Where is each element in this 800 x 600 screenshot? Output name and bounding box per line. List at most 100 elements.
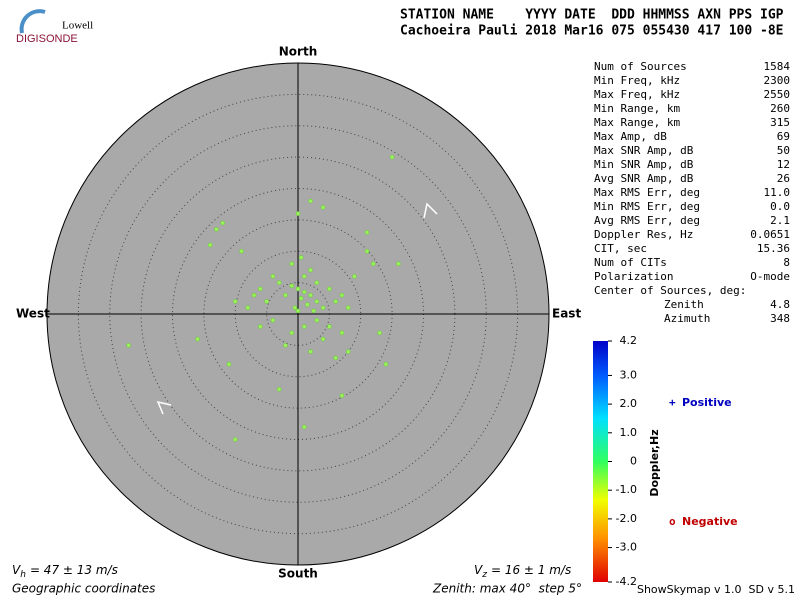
stat-value: 2300 [764, 74, 791, 87]
source-point [333, 299, 338, 304]
colorbar-tick-label: -4.2 [616, 575, 637, 588]
vh-symbol: V [12, 563, 21, 577]
stat-label: Max Range, km [594, 116, 680, 129]
source-point [311, 308, 316, 314]
stat-value: 315 [770, 116, 790, 129]
source-point [226, 361, 232, 367]
source-point [283, 292, 288, 298]
source-point [364, 230, 370, 235]
source-point [264, 299, 269, 304]
center-title: Center of Sources, deg: [594, 284, 746, 297]
source-point [305, 302, 310, 307]
colorbar-tick-label: 3.0 [620, 368, 638, 381]
colorbar-tick-label: -1.0 [616, 483, 637, 496]
colorbar-tick-label: 4.2 [620, 334, 638, 347]
source-point [301, 289, 307, 295]
colorbar-tick-label: -3.0 [616, 541, 637, 554]
stat-value: 8 [783, 256, 790, 269]
marker [156, 400, 172, 415]
stat-label: Max Freq, kHz [594, 88, 680, 101]
source-point [295, 211, 301, 216]
source-point [289, 283, 295, 289]
source-point [327, 286, 332, 292]
source-point [195, 336, 200, 342]
source-point [314, 299, 320, 304]
source-point [314, 280, 320, 285]
source-point [270, 317, 276, 323]
north-label: North [279, 45, 317, 59]
vz-text: = 16 ± 1 m/s [491, 563, 571, 577]
source-point [301, 424, 307, 430]
source-point [214, 226, 219, 232]
stat-label: Num of Sources [594, 60, 687, 73]
source-point [289, 330, 295, 336]
zenith-info: Zenith: max 40° step 5° [432, 582, 582, 596]
stat-value: 11.0 [764, 186, 791, 199]
stat-value: 26 [777, 172, 790, 185]
source-point [333, 355, 338, 361]
stat-label: Min Range, km [594, 102, 680, 115]
source-point [245, 305, 251, 311]
stat-label: Avg RMS Err, deg [594, 214, 700, 227]
source-point [298, 296, 304, 301]
vz: Vz = 16 ± 1 m/s [474, 563, 571, 580]
stat-value: 69 [777, 130, 790, 143]
west-label: West [16, 307, 50, 321]
source-point [389, 154, 395, 160]
source-point [308, 349, 313, 354]
center-label: Azimuth [664, 312, 710, 325]
source-point [301, 324, 307, 329]
source-point [270, 274, 276, 279]
source-point [283, 343, 288, 348]
stat-value: 15.36 [757, 242, 790, 255]
stat-label: CIT, sec [594, 242, 647, 255]
positive-symbol: + [669, 396, 676, 409]
logo-brand: Lowell [62, 20, 93, 32]
source-point [345, 305, 351, 311]
version: ShowSkymap v 1.0 SD v 5.1 [637, 583, 795, 596]
vh: Vh = 47 ± 13 m/s [12, 563, 118, 580]
source-point [220, 220, 225, 226]
source-point [126, 343, 131, 348]
negative-symbol: o [669, 515, 676, 528]
source-point [345, 349, 351, 354]
source-point [339, 393, 345, 398]
stat-value: 0.0 [770, 200, 790, 213]
colorbar-tick-label: -2.0 [616, 512, 637, 525]
source-point [239, 248, 244, 254]
center-value: 4.8 [770, 298, 790, 311]
south-label: South [278, 567, 318, 581]
header-values: Cachoeira Pauli 2018 Mar16 075 055430 41… [400, 24, 784, 39]
source-point [364, 248, 370, 254]
source-point [352, 274, 357, 279]
source-point [258, 324, 263, 329]
stat-label: Num of CITs [594, 256, 667, 269]
source-point [314, 317, 320, 323]
source-point [320, 305, 326, 311]
stat-value: O-mode [750, 270, 790, 283]
header-columns: STATION NAME YYYY DATE DDD HHMMSS AXN PP… [400, 8, 784, 23]
source-point [339, 330, 345, 336]
stat-label: Polarization [594, 270, 673, 283]
stat-value: 1584 [764, 60, 791, 73]
vh-text: = 47 ± 13 m/s [30, 563, 118, 577]
source-point [298, 255, 304, 260]
stat-label: Doppler Res, Hz [594, 228, 693, 241]
marker [423, 202, 438, 219]
source-point [320, 336, 326, 342]
source-point [308, 267, 313, 273]
stat-label: Avg SNR Amp, dB [594, 172, 694, 185]
stat-value: 50 [777, 144, 790, 157]
source-point [207, 242, 213, 248]
source-point [339, 292, 345, 298]
source-point [276, 386, 282, 392]
center-value: 348 [770, 312, 790, 325]
coords: Geographic coordinates [12, 582, 155, 596]
source-point [377, 330, 382, 336]
stat-value: 0.0651 [750, 228, 790, 241]
source-point [308, 198, 313, 204]
source-point [276, 280, 282, 285]
source-point [396, 261, 401, 267]
stat-value: 260 [770, 102, 790, 115]
